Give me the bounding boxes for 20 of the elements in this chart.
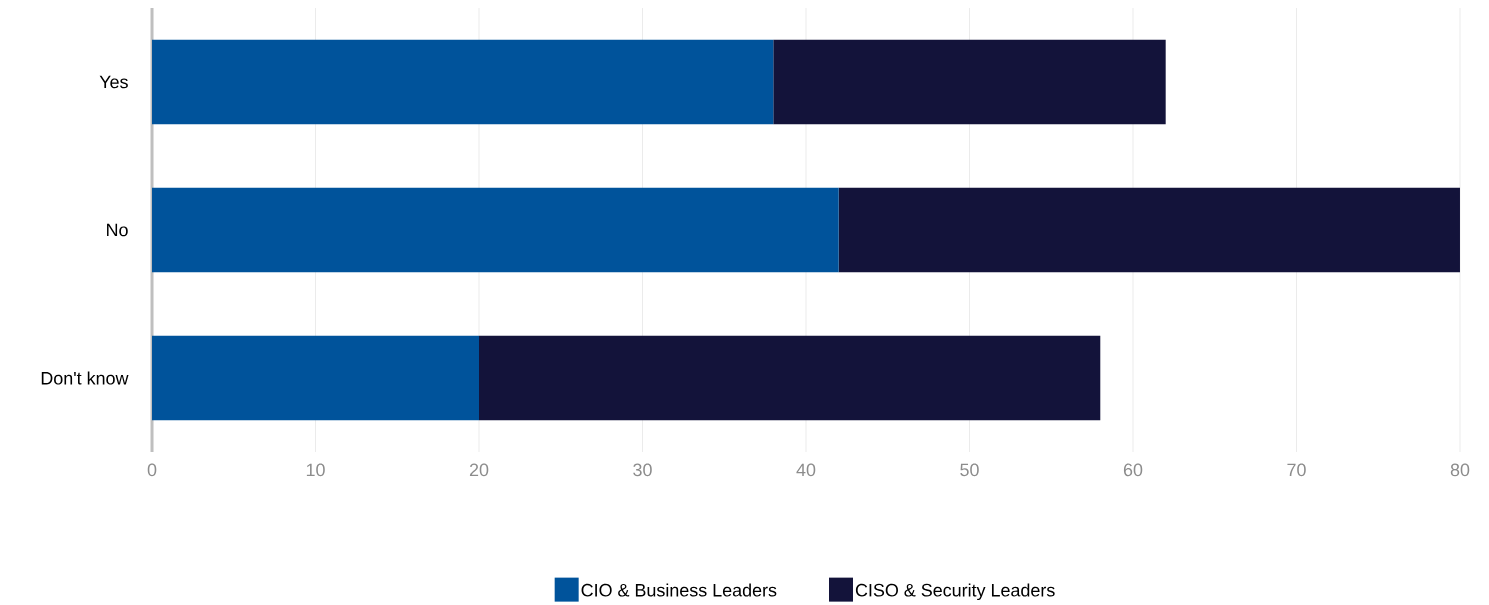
- x-tick-label: 10: [306, 463, 325, 477]
- x-tick-label: 30: [633, 463, 652, 477]
- bar: [479, 335, 1101, 421]
- bar: [152, 187, 839, 273]
- x-tick-label: 20: [469, 463, 489, 477]
- y-tick-label: Yes: [99, 75, 128, 89]
- x-tick-label: 60: [1123, 463, 1143, 477]
- bar: [152, 335, 480, 421]
- legend-label: CIO & Business Leaders: [581, 583, 777, 597]
- bar: [838, 187, 1460, 273]
- bar: [152, 39, 774, 125]
- x-tick-label: 70: [1287, 463, 1306, 477]
- bar: [773, 39, 1166, 125]
- legend-label: CISO & Security Leaders: [855, 583, 1055, 601]
- x-tick-label: 80: [1450, 463, 1470, 477]
- x-tick-label: 50: [960, 463, 979, 477]
- x-tick-label: 40: [796, 463, 816, 477]
- y-tick-label: No: [107, 223, 128, 237]
- y-tick-label: Don't know: [41, 371, 129, 385]
- x-tick-label: 0: [147, 463, 157, 477]
